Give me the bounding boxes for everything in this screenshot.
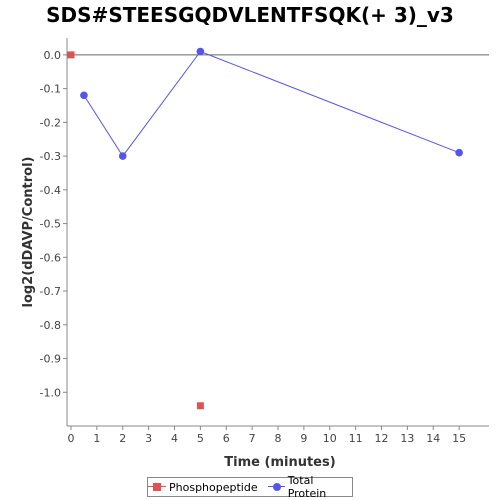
y-tick-label: 0.0	[44, 49, 62, 62]
y-tick-label: -0.1	[40, 83, 61, 96]
y-tick-label: -0.6	[40, 251, 61, 264]
x-tick-label: 12	[375, 432, 389, 445]
data-point-phosphopeptide	[196, 402, 204, 410]
data-point-phosphopeptide	[67, 51, 75, 59]
x-tick-label: 2	[119, 432, 126, 445]
y-axis-title: log2(dDAVP/Control)	[21, 157, 36, 308]
x-tick-label: 9	[300, 432, 307, 445]
legend-label-total-protein: Total Protein	[287, 474, 327, 500]
series-line-total-protein	[83, 50, 460, 157]
circle-marker-icon	[267, 482, 285, 492]
x-tick-label: 8	[275, 432, 282, 445]
data-point-total-protein	[455, 148, 463, 157]
x-tick-label: 7	[249, 432, 256, 445]
y-tick-label: -0.4	[40, 184, 61, 197]
square-marker-icon	[148, 482, 166, 492]
y-tick-label: -0.2	[40, 116, 61, 129]
x-tick-label: 15	[452, 432, 466, 445]
data-point-total-protein	[196, 47, 205, 56]
legend-label-phosphopeptide: Phosphopeptide	[169, 480, 258, 494]
x-tick-label: 5	[197, 432, 204, 445]
x-tick-label: 13	[400, 432, 414, 445]
plot-area	[67, 38, 489, 426]
x-tick-label: 0	[68, 432, 75, 445]
y-tick-label: -0.7	[40, 285, 61, 298]
y-tick-label: -0.9	[40, 353, 61, 366]
x-axis-title: Time (minutes)	[224, 455, 335, 470]
legend: Phosphopeptide Total Protein	[147, 474, 353, 500]
x-tick-label: 1	[93, 432, 100, 445]
legend-item-phosphopeptide: Phosphopeptide	[148, 481, 258, 494]
x-tick-label: 14	[426, 432, 440, 445]
legend-item-total-protein: Total Protein	[267, 474, 352, 500]
y-tick-label: -0.5	[40, 218, 61, 231]
x-axis-ticks: 0 1 2 3 4 5 6 7 8 9 10 11 12 13 14 15	[68, 426, 466, 445]
data-point-total-protein	[118, 152, 127, 160]
x-tick-label: 11	[349, 432, 363, 445]
series-layer	[67, 47, 463, 410]
data-point-total-protein	[80, 91, 88, 100]
x-tick-label: 10	[323, 432, 337, 445]
y-tick-label: -0.8	[40, 319, 61, 332]
chart-title: SDS#STEESGQDVLENTFSQK(+ 3)_v3	[46, 3, 454, 27]
x-tick-label: 3	[145, 432, 152, 445]
y-tick-label: -1.0	[40, 386, 61, 399]
y-axis-ticks: 0.0 -0.1 -0.2 -0.3 -0.4 -0.5 -0.6 -0.7 -0.8 -0.9 -…	[40, 49, 67, 399]
x-tick-label: 4	[171, 432, 178, 445]
x-tick-label: 6	[223, 432, 230, 445]
y-tick-label: -0.3	[40, 150, 61, 163]
